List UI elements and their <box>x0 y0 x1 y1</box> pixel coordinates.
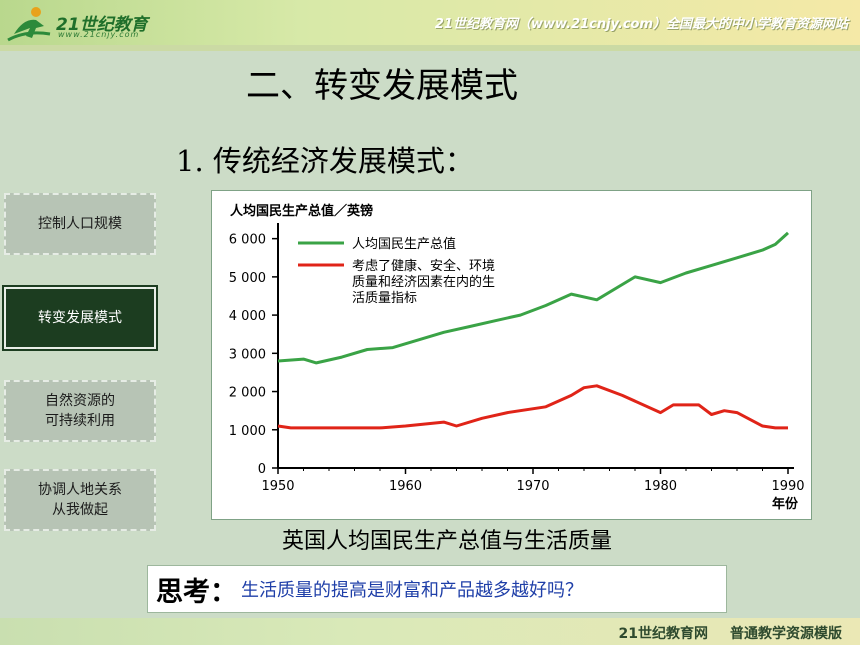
y-axis-label: 人均国民生产总值／英镑 <box>230 203 373 219</box>
logo-url: www.21cnjy.com <box>58 30 140 39</box>
site-banner-text: 21世纪教育网（www.21cnjy.com）全国最大的中小学教育资源网站 <box>434 17 848 32</box>
think-question: 生活质量的提高是财富和产品越多越好吗？ <box>241 580 583 601</box>
footer-site: 21世纪教育网 <box>618 626 708 642</box>
nav-button-harmony[interactable]: 协调人地关系 从我做起 <box>4 469 156 531</box>
x-axis-label: 年份 <box>772 496 799 512</box>
series-line-gnp <box>277 231 790 365</box>
site-logo[interactable] <box>6 4 176 44</box>
y-tick-label: 6 000 <box>229 233 266 248</box>
think-label: 思考： <box>156 576 237 608</box>
y-tick-label: 1 000 <box>229 424 266 439</box>
chart-panel: 人均国民生产总值／英镑 0 1 000 2 000 3 000 4 000 5 000 6 0… <box>211 190 812 520</box>
top-banner: 21世纪教育 www.21cnjy.com 21世纪教育网（www.21cnjy… <box>0 0 860 51</box>
y-tick-label: 3 000 <box>229 347 266 362</box>
footer-text: 21世纪教育网 普通教学资源模版 <box>597 623 842 643</box>
slide-title: 二、转变发展模式 <box>246 66 518 106</box>
x-tick-label: 1960 <box>389 479 422 494</box>
footer-template: 普通教学资源模版 <box>730 626 842 642</box>
x-tick-label: 1950 <box>261 479 294 494</box>
x-tick-label: 1980 <box>644 479 677 494</box>
legend-label-quality: 考虑了健康、安全、环境质量和经济因素在内的生活质量指标 <box>352 258 495 306</box>
legend-label-gnp: 人均国民生产总值 <box>352 236 456 252</box>
nav-button-resources[interactable]: 自然资源的 可持续利用 <box>4 380 156 442</box>
nav-button-population[interactable]: 控制人口规模 <box>4 193 156 255</box>
nav-button-development[interactable]: 转变发展模式 <box>2 285 158 351</box>
line-chart: 人均国民生产总值／英镑 0 1 000 2 000 3 000 4 000 5 000 6 0… <box>229 203 805 512</box>
y-tick-label: 0 <box>258 462 266 477</box>
think-question-box: 思考： 生活质量的提高是财富和产品越多越好吗？ <box>147 565 727 613</box>
footer-bar: 21世纪教育网 普通教学资源模版 <box>0 618 860 645</box>
banner-stripe <box>0 45 860 51</box>
y-tick-label: 5 000 <box>229 271 266 286</box>
logo-text: 21世纪教育 <box>56 15 148 35</box>
x-tick-label: 1970 <box>516 479 549 494</box>
y-tick-label: 4 000 <box>229 309 266 324</box>
logo-runner-icon <box>7 7 51 42</box>
x-tick-label: 1990 <box>771 479 804 494</box>
chart-caption: 英国人均国民生产总值与生活质量 <box>282 529 613 554</box>
series-line-quality <box>277 384 788 430</box>
y-tick-label: 2 000 <box>229 386 266 401</box>
section-subtitle: 1. 传统经济发展模式： <box>176 144 474 178</box>
